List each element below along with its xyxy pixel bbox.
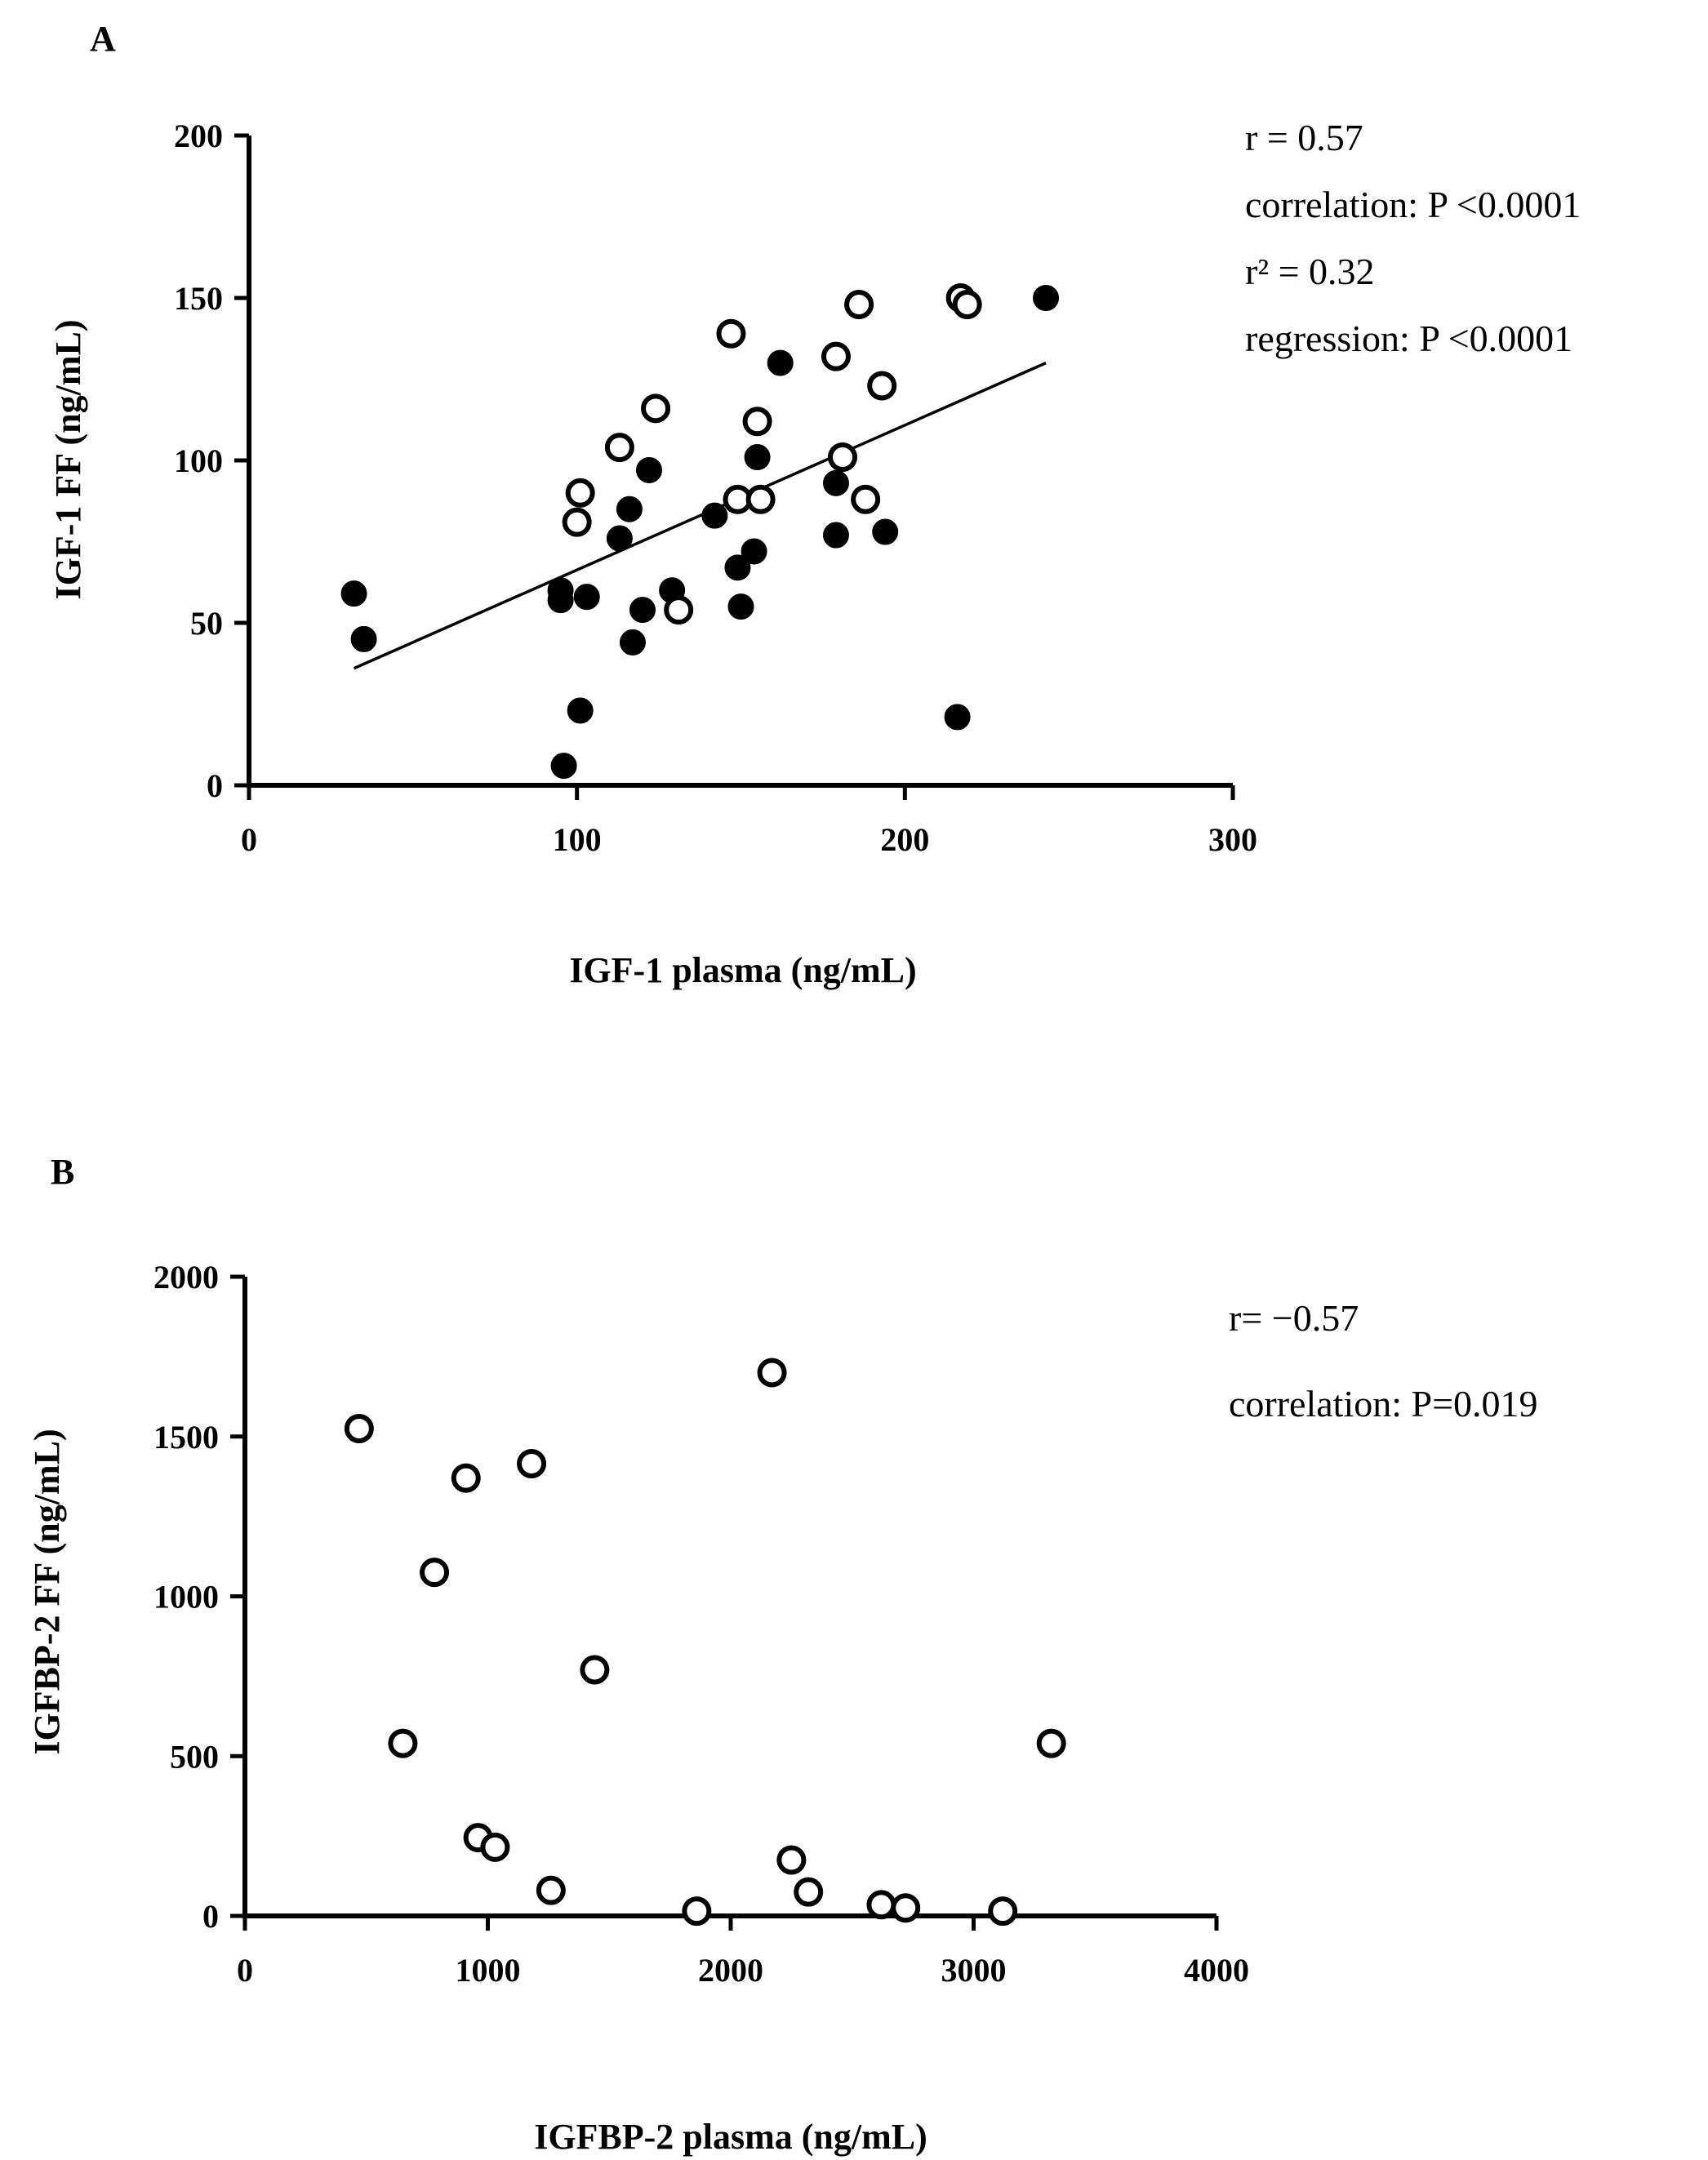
panel-a-open-point: [851, 484, 881, 514]
panel-a-filled-point: [619, 629, 646, 656]
panel-b-open-point: [794, 1877, 824, 1907]
panel-b-open-point: [891, 1893, 921, 1923]
panel-b-y-tick-label: 1000: [153, 1579, 219, 1616]
panel-a-open-point: [844, 289, 874, 319]
panel-b-stat-correlation: correlation: P=0.019: [1229, 1383, 1538, 1424]
panel-b-open-point: [866, 1890, 896, 1920]
panel-a-y-tick-label: 50: [190, 605, 223, 642]
panel-b-y-axis-title: IGFBP-2 FF (ng/mL): [27, 1429, 67, 1754]
panel-a-x-tick-label: 300: [1208, 821, 1257, 858]
panel-a-filled-point: [573, 584, 600, 611]
panel-b-y-tick-label: 1500: [153, 1419, 219, 1456]
panel-a-x-tick-label: 200: [880, 821, 929, 858]
panel-b-x-tick-label: 2000: [698, 1952, 763, 1989]
panel-a-open-point: [562, 507, 592, 537]
panel-a-open-point: [664, 595, 694, 625]
panel-b-open-point: [388, 1728, 418, 1758]
panel-b-open-point: [536, 1875, 566, 1905]
panel-a-filled-point: [701, 502, 728, 529]
panel-a-x-axis-title: IGF-1 plasma (ng/mL): [569, 950, 916, 990]
panel-a-filled-point: [767, 349, 794, 376]
panel-b-stat-r: r= −0.57: [1229, 1297, 1359, 1339]
panel-a-filled-point: [741, 538, 767, 565]
panel-a-filled-point: [350, 625, 377, 652]
panel-a-y-axis-title: IGF-1 FF (ng/mL): [48, 320, 88, 600]
panel-a-open-point: [828, 442, 858, 473]
panel-a-filled-point: [872, 518, 899, 545]
panel-a-open-point: [745, 484, 776, 514]
panel-a-filled-point: [744, 444, 771, 471]
panel-b-axes: [242, 1277, 1217, 1918]
panel-a-filled-point: [340, 580, 367, 607]
panel-a-y-tick-label: 200: [174, 118, 223, 154]
panel-a-filled-point: [944, 704, 971, 731]
panel-b-letter: B: [51, 1152, 74, 1192]
panel-a-x-tick-label: 100: [553, 821, 602, 858]
panel-a-y-tick-label: 100: [174, 442, 223, 479]
panel-b-y-tick-label: 2000: [153, 1259, 219, 1296]
panel-a-filled-point: [822, 522, 849, 549]
panel-a-stat-regression: regression: P <0.0001: [1245, 318, 1572, 359]
panel-a-stat-r2: r² = 0.32: [1245, 251, 1375, 292]
panel-a-open-point: [952, 289, 982, 319]
panel-a-filled-point: [616, 496, 643, 522]
panel-b-open-point: [480, 1832, 510, 1862]
panel-b-open-point: [682, 1896, 712, 1927]
panel-a-ticks: 0 100 200 300 0 50 100 150 200: [174, 118, 1257, 858]
panel-a-filled-point: [1033, 285, 1060, 311]
panel-b-x-tick-label: 3000: [941, 1952, 1007, 1989]
panel-b-open-point: [451, 1463, 481, 1493]
panel-b-open-point: [757, 1358, 787, 1388]
panel-b-x-tick-label: 1000: [456, 1952, 521, 1989]
panel-a-stat-r: r = 0.57: [1245, 117, 1363, 158]
panel-a-y-tick-label: 150: [174, 280, 223, 317]
panel-b-y-tick-label: 500: [170, 1738, 219, 1775]
panel-a-filled-point: [724, 554, 751, 581]
panel-b-open-point: [1036, 1728, 1066, 1758]
panel-a-x-tick-label: 0: [241, 821, 257, 858]
panel-a-filled-point: [636, 456, 663, 483]
panel-b-open-point: [420, 1558, 450, 1588]
panel-a-filled-point: [727, 593, 754, 620]
panel-a-points: [340, 283, 1060, 780]
panel-a-open-point: [867, 371, 897, 401]
panel-b-open-point: [344, 1413, 374, 1443]
panel-a-filled-point: [547, 577, 574, 604]
panel-b-y-tick-label: 0: [202, 1898, 219, 1935]
panel-a-stat-correlation: correlation: P <0.0001: [1245, 184, 1581, 225]
panel-b-open-point: [580, 1655, 610, 1685]
panel-a-filled-point: [629, 597, 656, 624]
panel-a-letter: A: [90, 19, 116, 59]
panel-a-filled-point: [822, 469, 849, 496]
panel-b-open-point: [776, 1845, 807, 1875]
panel-b-x-tick-label: 4000: [1184, 1952, 1249, 1989]
panel-b-points: [344, 1358, 1066, 1927]
panel-b-ticks: 0 1000 2000 3000 4000 0 500 1000 1500 2000: [153, 1259, 1249, 1989]
panel-a-open-point: [742, 407, 772, 437]
panel-b-open-point: [517, 1449, 547, 1479]
panel-a-y-tick-label: 0: [207, 767, 223, 804]
panel-a: A 0 100 200 300 0 50 100 150 200 IGF-1 plasma (n…: [48, 19, 1581, 990]
panel-a-axes: [247, 136, 1233, 788]
panel-a-filled-point: [567, 697, 594, 724]
panel-a-filled-point: [550, 753, 577, 780]
panel-a-open-point: [565, 478, 595, 508]
panel-b-x-tick-label: 0: [237, 1952, 253, 1989]
panel-a-open-point: [641, 393, 671, 424]
panel-a-filled-point: [606, 525, 633, 552]
panel-b: B 0 1000 2000 3000 4000 0 500 1000 1500 2000 IGFB…: [27, 1152, 1538, 2157]
panel-b-open-point: [988, 1896, 1018, 1927]
panel-a-open-point: [821, 341, 851, 371]
panel-a-open-point: [716, 318, 746, 349]
panel-b-x-axis-title: IGFBP-2 plasma (ng/mL): [534, 2117, 927, 2157]
panel-a-regression: [353, 361, 1047, 670]
panel-a-open-point: [604, 433, 634, 463]
panel-a-regression-line: [353, 361, 1047, 670]
